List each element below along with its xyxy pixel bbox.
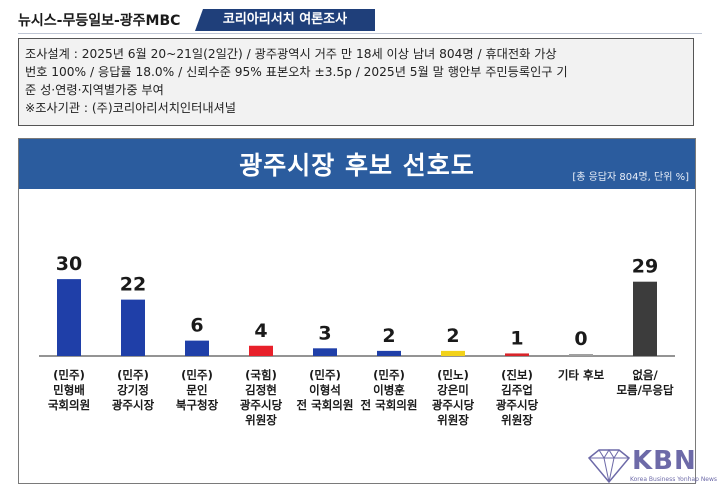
category-label: 전 국회의원: [361, 398, 418, 412]
chart-note: [총 응답자 804명, 단위 %]: [572, 172, 689, 183]
bar: [121, 299, 145, 356]
pollster-tag: 코리아리서치 여론조사: [195, 9, 375, 31]
bar-chart: 30(민주)민형배국회의원22(민주)강기정광주시장6(민주)문인북구청장4(국…: [39, 253, 675, 427]
chart-title-bar: 광주시장 후보 선호도 [총 응답자 804명, 단위 %]: [19, 139, 695, 189]
survey-info-box: 조사설계 : 2025년 6월 20~21일(2일간) / 광주광역시 거주 만…: [18, 38, 694, 126]
data-label: 6: [190, 315, 203, 337]
category-label: 강은미: [437, 383, 469, 397]
survey-info-line: 조사설계 : 2025년 6월 20~21일(2일간) / 광주광역시 거주 만…: [25, 47, 557, 61]
data-label: 22: [120, 274, 146, 296]
bar: [377, 350, 401, 356]
data-label: 0: [574, 328, 587, 350]
category-label: 위원장: [245, 413, 277, 427]
survey-info-line: 준 성·연령·지역별가중 부여: [25, 83, 164, 97]
category-label: 위원장: [501, 413, 533, 427]
category-label: 광주시당: [240, 398, 283, 412]
category-label: (민주): [53, 368, 85, 382]
category-label: 광주시장: [112, 398, 155, 412]
category-label: (민주): [117, 368, 149, 382]
category-label: 김정현: [245, 383, 277, 397]
category-label: 이병훈: [373, 383, 405, 397]
category-label: 없음/: [632, 368, 658, 382]
category-label: 민형배: [53, 383, 85, 397]
bar: [505, 353, 529, 356]
chart-title: 광주시장 후보 선호도: [239, 151, 475, 180]
chart-frame: 광주시장 후보 선호도 [총 응답자 804명, 단위 %] 30 (민주) 민형배…: [18, 138, 696, 484]
source-label: 뉴시스-무등일보-광주MBC: [18, 13, 181, 29]
category-label: 위원장: [437, 413, 469, 427]
category-label: 김주업: [501, 383, 533, 397]
data-label: 2: [382, 325, 395, 347]
category-label: 문인: [186, 383, 207, 397]
category-label: (민주): [309, 368, 341, 382]
category-label: 이형석: [309, 383, 341, 397]
category-label: 국회의원: [48, 398, 90, 412]
bar: [185, 340, 209, 356]
survey-info-line: 번호 100% / 응답률 18.0% / 신뢰수준 95% 표본오차 ±3.5…: [25, 65, 568, 79]
bar: [57, 279, 81, 356]
category-label: (민주): [373, 368, 405, 382]
data-label: 29: [632, 256, 658, 278]
bar: [249, 345, 273, 356]
data-label: 1: [510, 327, 523, 349]
category-label: 광주시당: [432, 398, 475, 412]
category-label: (진보): [501, 368, 533, 382]
category-label: (국힘): [245, 368, 277, 382]
category-label: 광주시당: [496, 398, 539, 412]
category-label: (민노): [437, 368, 469, 382]
data-label: 3: [318, 322, 331, 344]
category-label: 북구청장: [176, 398, 219, 412]
bar: [569, 354, 593, 356]
survey-info-line: ※조사기관 : (주)코리아리서치인터내셔널: [25, 101, 236, 115]
kbn-diamond-icon: [587, 449, 631, 484]
kbn-logo-subtitle: Korea Business Yonhap News: [630, 476, 718, 483]
bar: [441, 350, 465, 356]
data-label: 30: [56, 253, 82, 275]
category-label: (민주): [181, 368, 213, 382]
category-label: 기타 후보: [558, 368, 605, 382]
category-label: 모름/무응답: [616, 383, 674, 397]
data-label: 2: [446, 325, 459, 347]
category-label: 전 국회의원: [297, 398, 354, 412]
kbn-logo-text: KBN: [632, 446, 697, 476]
bar: [633, 281, 657, 356]
data-label: 4: [254, 320, 267, 342]
category-label: 강기정: [117, 383, 149, 397]
header-divider: [18, 33, 702, 34]
bar: [313, 348, 337, 356]
